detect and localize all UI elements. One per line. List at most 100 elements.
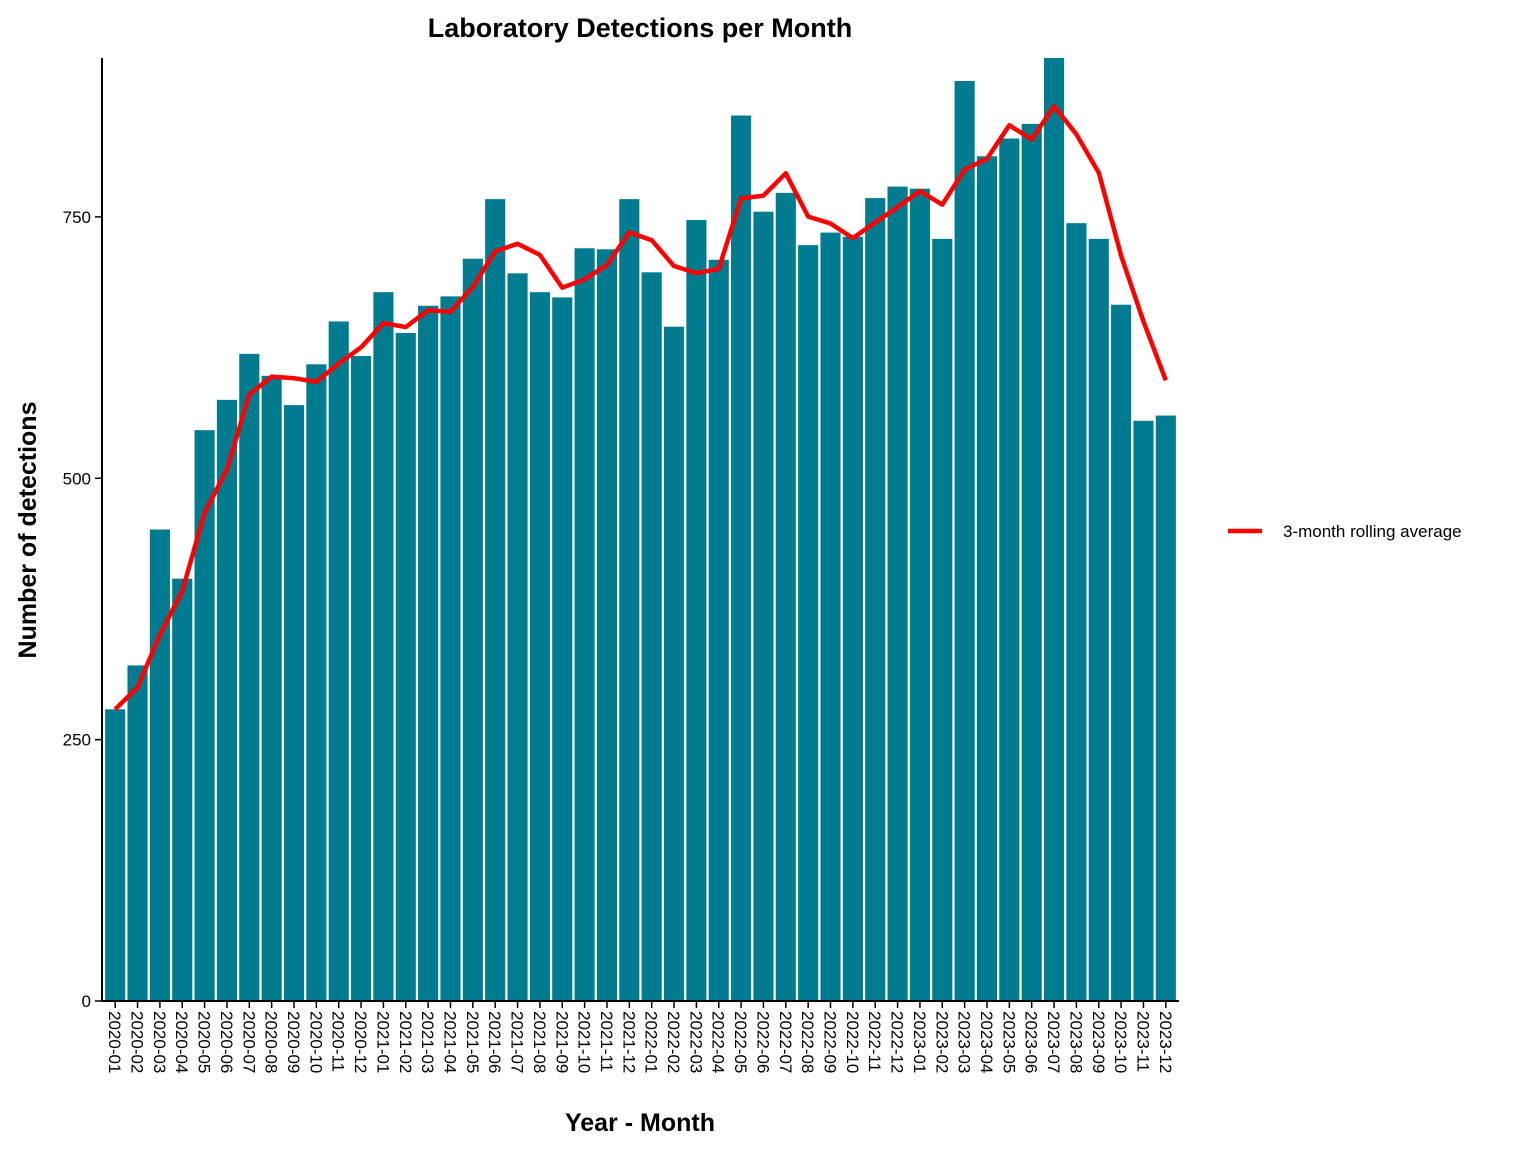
bar [105, 709, 126, 1001]
bar [1155, 415, 1176, 1002]
y-tick-label: 750 [63, 208, 91, 227]
x-tick-label: 2021-03 [418, 1011, 437, 1073]
bar [596, 249, 618, 1001]
x-tick-label: 2022-03 [686, 1011, 705, 1073]
legend: 3-month rolling average [1228, 522, 1462, 541]
x-tick-label: 2023-02 [932, 1011, 951, 1073]
bar [1133, 420, 1154, 1002]
bar [485, 199, 506, 1002]
bar [328, 321, 349, 1001]
bar [462, 258, 483, 1001]
x-tick-label: 2022-09 [821, 1011, 840, 1073]
x-tick-label: 2021-05 [463, 1011, 482, 1073]
bar [731, 115, 752, 1001]
bar [686, 220, 707, 1001]
x-axis-label: Year - Month [565, 1109, 715, 1137]
bar [216, 399, 238, 1001]
x-tick-label: 2023-09 [1089, 1011, 1108, 1073]
x-tick-label: 2020-04 [172, 1011, 191, 1073]
bar [373, 292, 394, 1001]
x-tick-label: 2020-12 [351, 1011, 370, 1073]
bar [775, 192, 796, 1001]
x-tick-label: 2023-05 [999, 1011, 1018, 1073]
y-tick-label: 250 [63, 731, 91, 750]
x-tick-label: 2020-11 [329, 1011, 348, 1072]
bar [194, 430, 215, 1001]
x-tick-label: 2022-01 [642, 1011, 661, 1073]
bar [641, 272, 662, 1001]
bar [306, 364, 327, 1001]
bar [574, 248, 595, 1002]
x-tick-label: 2021-10 [575, 1011, 594, 1073]
x-tick-label: 2020-10 [306, 1011, 325, 1073]
bar [1066, 223, 1087, 1001]
x-tick-label: 2021-07 [508, 1011, 527, 1073]
bar [395, 332, 416, 1001]
bar [261, 375, 282, 1001]
x-tick-label: 2022-05 [731, 1011, 750, 1073]
x-tick-label: 2023-04 [977, 1011, 996, 1073]
bar [820, 232, 841, 1001]
x-tick-label: 2020-02 [128, 1011, 147, 1073]
x-tick-label: 2020-03 [150, 1011, 169, 1073]
chart-title: Laboratory Detections per Month [428, 13, 853, 43]
x-tick-label: 2022-02 [664, 1011, 683, 1073]
bar [172, 578, 193, 1001]
x-tick-label: 2020-08 [262, 1011, 281, 1073]
x-tick-label: 2021-06 [485, 1011, 504, 1073]
bar [1111, 304, 1132, 1001]
bar [149, 529, 170, 1001]
x-tick-label: 2020-06 [217, 1011, 236, 1073]
x-tick-label: 2021-12 [619, 1011, 638, 1073]
x-tick-label: 2023-03 [955, 1011, 974, 1073]
bar [798, 245, 819, 1002]
x-tick-label: 2022-08 [798, 1011, 817, 1073]
bar [283, 405, 305, 1001]
bar [1088, 238, 1109, 1001]
x-tick-label: 2023-12 [1156, 1011, 1175, 1073]
bar [127, 665, 148, 1001]
x-tick-label: 2022-07 [776, 1011, 795, 1073]
bar [932, 238, 953, 1001]
x-tick-label: 2023-08 [1066, 1011, 1085, 1073]
bar [753, 211, 774, 1001]
x-tick-label: 2022-11 [865, 1011, 884, 1072]
x-tick-label: 2022-06 [753, 1011, 772, 1073]
bar [239, 353, 260, 1001]
bar [999, 138, 1020, 1001]
rolling-average-line [113, 103, 1168, 711]
x-tick-label: 2020-01 [105, 1011, 124, 1073]
bar [507, 273, 528, 1001]
y-tick-label: 0 [82, 992, 91, 1011]
y-axis-label: Number of detections [14, 402, 42, 659]
x-tick-label: 2021-11 [597, 1011, 616, 1072]
bar [619, 199, 640, 1002]
bar [909, 188, 930, 1001]
x-tick-label: 2021-08 [530, 1011, 549, 1073]
x-tick-label: 2021-09 [552, 1011, 571, 1073]
bar [708, 259, 729, 1002]
bar [1021, 123, 1042, 1001]
bar [954, 81, 975, 1001]
x-tick-label: 2020-05 [195, 1011, 214, 1073]
x-tick-label: 2022-10 [843, 1011, 862, 1073]
bar [418, 305, 439, 1002]
x-tick-label: 2022-12 [888, 1011, 907, 1073]
bar [1043, 58, 1065, 1001]
x-tick-label: 2023-11 [1133, 1011, 1152, 1072]
x-tick-label: 2022-04 [709, 1011, 728, 1073]
x-tick-label: 2023-10 [1111, 1011, 1130, 1073]
x-tick-label: 2020-09 [284, 1011, 303, 1073]
bar [529, 292, 550, 1001]
bar [842, 236, 863, 1002]
x-tick-label: 2023-06 [1022, 1011, 1041, 1073]
bar [552, 297, 573, 1002]
bar [976, 156, 998, 1002]
bar [351, 355, 372, 1001]
x-tick-label: 2021-02 [396, 1011, 415, 1073]
bar [887, 186, 908, 1001]
y-tick-label: 500 [63, 469, 91, 488]
bar [663, 326, 685, 1001]
x-tick-label: 2021-04 [440, 1011, 459, 1073]
